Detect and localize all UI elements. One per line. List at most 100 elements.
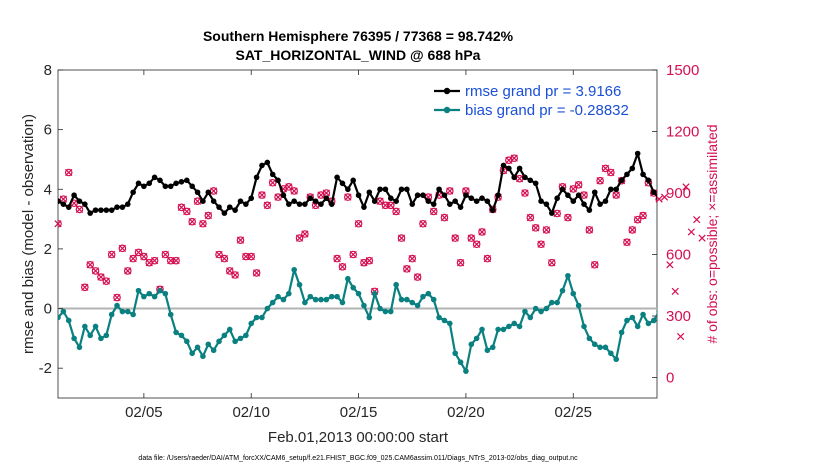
bias-point <box>436 314 442 321</box>
bias-point <box>538 308 544 315</box>
obs-assimilated-marker <box>183 207 191 216</box>
obs-assimilated-marker <box>698 234 706 242</box>
bias-point <box>232 338 238 345</box>
bias-point <box>334 293 340 300</box>
obs-assimilated-marker <box>676 332 685 341</box>
bias-point <box>280 296 287 303</box>
rmse-point <box>98 207 104 213</box>
bias-point <box>393 281 399 288</box>
rmse-point <box>522 174 528 181</box>
rmse-point <box>307 195 314 202</box>
obs-possible-marker <box>601 164 610 173</box>
obs-assimilated-marker <box>693 216 701 224</box>
bias-point <box>398 296 405 303</box>
x-tick-label: 02/25 <box>554 404 592 421</box>
obs-possible-marker <box>225 267 234 275</box>
chart-subtitle: SAT_HORIZONTAL_WIND @ 688 hPa <box>236 47 481 63</box>
rmse-point <box>221 210 228 216</box>
rmse-point <box>205 189 212 196</box>
rmse-point <box>151 174 158 181</box>
obs-assimilated-marker <box>247 252 255 261</box>
bias-point <box>694 294 700 300</box>
obs-possible-marker <box>526 213 535 222</box>
obs-possible-marker <box>140 252 148 261</box>
obs-assimilated-marker <box>655 195 663 203</box>
bias-point <box>511 320 518 327</box>
obs-assimilated-marker <box>440 213 449 222</box>
bias-point <box>650 317 657 324</box>
bias-point <box>581 323 587 330</box>
x-tick-label: 02/05 <box>125 404 163 421</box>
y-axis-label: rmse and bias (model - observation) <box>20 114 37 354</box>
rmse-point <box>162 183 169 190</box>
obs-possible-marker <box>585 226 594 234</box>
bias-point <box>608 350 614 357</box>
obs-possible-marker <box>236 236 245 244</box>
y-tick-label: 8 <box>44 62 52 79</box>
bias-point <box>404 296 410 303</box>
obs-possible-marker <box>451 234 459 242</box>
bias-point <box>296 281 303 288</box>
bias-point <box>430 296 437 303</box>
rmse-point <box>538 198 544 204</box>
rmse-point <box>82 201 88 207</box>
y2-axis-label: # of obs: o=possible; ×=assimilated <box>704 124 720 343</box>
rmse-point <box>726 189 732 195</box>
bias-point <box>291 266 297 273</box>
obs-assimilated-marker <box>408 254 416 263</box>
bias-point <box>221 332 228 339</box>
rmse-point <box>60 201 67 207</box>
rmse-point <box>178 179 185 185</box>
bias-point <box>350 284 357 291</box>
bias-point <box>468 341 475 348</box>
rmse-point <box>194 189 201 196</box>
obs-possible-marker <box>440 213 449 222</box>
y-tick-label: 0 <box>44 301 52 318</box>
bias-point <box>586 335 593 342</box>
obs-possible-marker <box>113 293 121 302</box>
obs-possible-marker <box>188 217 196 226</box>
obs-assimilated-marker <box>150 257 159 265</box>
obs-assimilated-marker <box>612 191 620 199</box>
obs-possible-marker <box>574 181 583 189</box>
bias-point <box>624 317 630 324</box>
bias-point <box>377 305 383 312</box>
obs-possible-marker <box>284 183 293 191</box>
obs-possible-marker <box>531 224 540 232</box>
bias-point <box>516 323 523 330</box>
rmse-point <box>473 198 480 204</box>
obs-possible-marker <box>510 154 519 162</box>
obs-possible-marker <box>166 256 175 265</box>
obs-possible-marker <box>247 252 256 261</box>
obs-assimilated-marker <box>263 201 271 209</box>
obs-possible-marker <box>263 201 272 210</box>
rmse-point <box>597 201 603 207</box>
obs-assimilated-marker <box>161 250 169 259</box>
obs-assimilated-marker <box>542 226 551 234</box>
bias-point <box>441 317 448 324</box>
rmse-point <box>275 177 281 184</box>
rmse-point <box>173 180 179 187</box>
obs-assimilated-marker <box>467 234 475 242</box>
rmse-point <box>210 198 217 204</box>
obs-possible-marker <box>268 178 277 187</box>
obs-possible-marker <box>596 176 604 185</box>
obs-possible-marker <box>295 234 304 242</box>
rmse-point <box>468 195 475 202</box>
rmse-point <box>318 201 324 207</box>
bias-point <box>640 311 646 318</box>
obs-assimilated-marker <box>193 197 202 205</box>
bias-point <box>678 297 684 303</box>
bias-point <box>613 356 620 363</box>
obs-assimilated-marker <box>430 207 438 216</box>
bias-point <box>87 332 94 339</box>
rmse-point <box>689 201 695 207</box>
bias-point <box>527 314 534 321</box>
obs-possible-marker <box>365 256 374 265</box>
obs-possible-marker <box>161 250 170 259</box>
bias-point <box>114 302 120 309</box>
obs-possible-marker <box>349 250 358 259</box>
obs-possible-marker <box>81 283 89 292</box>
bias-point <box>629 314 636 321</box>
rmse-point <box>613 186 620 193</box>
